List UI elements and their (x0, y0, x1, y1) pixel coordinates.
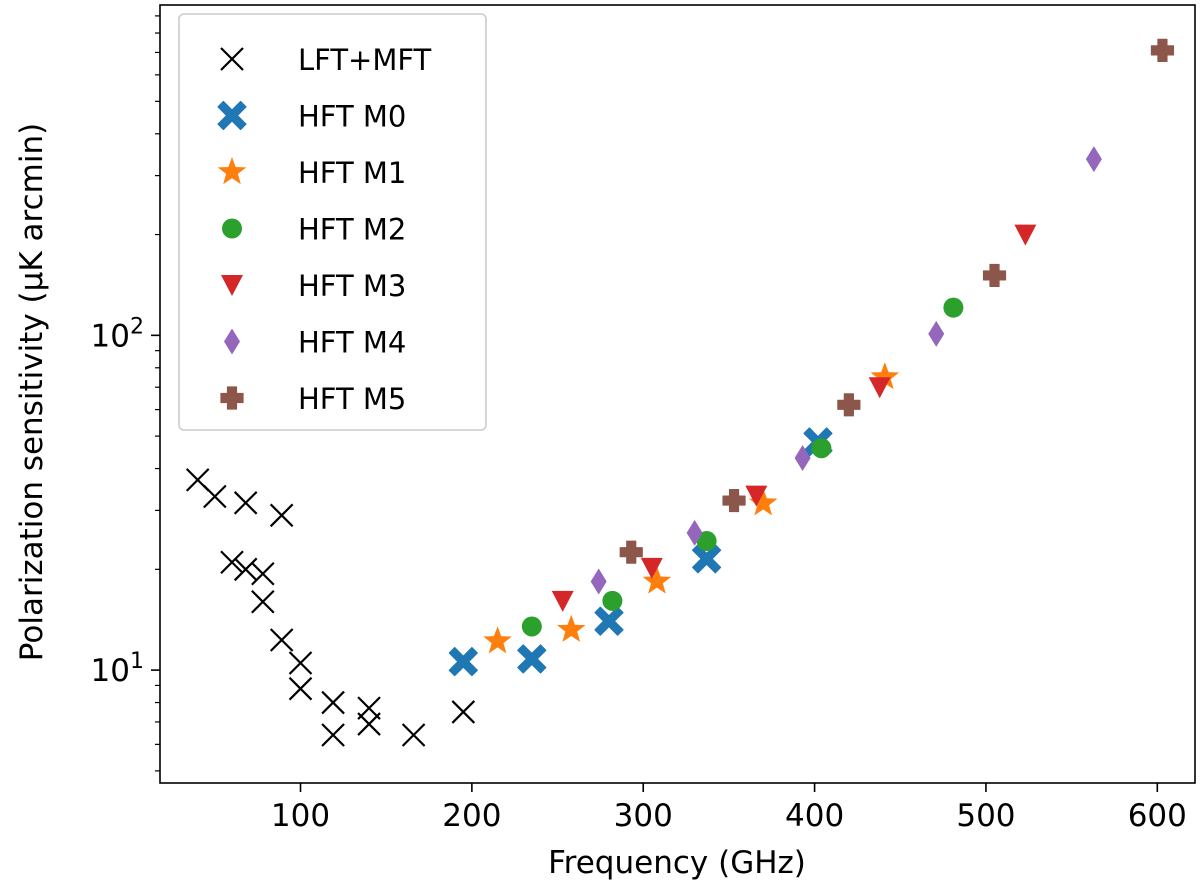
legend-label-hft-m3: HFT M3 (298, 269, 406, 303)
data-point-hft-m3 (1014, 224, 1037, 246)
x-tick-label: 100 (271, 798, 330, 834)
legend-marker-hft-m5 (220, 386, 244, 410)
data-point-hft-m0 (594, 606, 624, 636)
data-point-hft-m5 (837, 393, 861, 417)
plot-area (185, 38, 1175, 747)
x-axis-label: Frequency (GHz) (548, 845, 806, 881)
data-point-hft-m3 (551, 590, 574, 612)
data-point-hft-m5 (619, 540, 643, 564)
data-point-hft-m2 (602, 590, 623, 611)
data-point-lft-mft (269, 628, 294, 652)
data-point-lft-mft (251, 589, 275, 614)
data-point-lft-mft (401, 723, 426, 747)
legend-marker-hft-m3 (221, 275, 243, 296)
legend-box (178, 13, 487, 431)
legend-label-hft-m1: HFT M1 (298, 156, 406, 190)
data-point-hft-m1 (870, 362, 900, 390)
data-point-hft-m4 (928, 320, 945, 347)
data-point-hft-m3 (868, 377, 891, 399)
series-hft-m5 (619, 38, 1175, 564)
data-point-lft-mft (321, 690, 345, 715)
legend: LFT+MFT HFT M0 HFT M1 HFT M2 HFT M3 HFT M4 HFT… (178, 13, 487, 431)
data-point-lft-mft (233, 491, 258, 515)
data-point-hft-m1 (748, 488, 778, 516)
legend-label-hft-m4: HFT M4 (298, 326, 406, 360)
plot-frame (159, 4, 1196, 784)
x-tick-label: 300 (614, 798, 673, 834)
series-lft-mft (185, 468, 476, 747)
x-tick-label: 400 (785, 798, 844, 834)
data-point-hft-m4 (1085, 146, 1102, 173)
x-tick-label: 500 (956, 798, 1015, 834)
data-point-lft-mft (251, 561, 275, 586)
data-point-lft-mft (288, 676, 313, 701)
data-point-hft-m3 (745, 485, 768, 507)
legend-marker-lft-mft (220, 47, 244, 71)
data-point-hft-m1 (642, 566, 672, 594)
legend-label-hft-m0: HFT M0 (298, 100, 406, 134)
data-point-lft-mft (451, 700, 476, 724)
data-point-hft-m3 (640, 557, 663, 579)
series-hft-m1 (483, 362, 900, 654)
data-point-lft-mft (357, 712, 381, 736)
data-point-hft-m2 (696, 531, 717, 552)
legend-label-hft-m2: HFT M2 (298, 213, 406, 247)
series-hft-m2 (521, 297, 964, 637)
data-point-hft-m5 (722, 488, 746, 513)
data-point-hft-m4 (590, 568, 607, 595)
legend-marker-hft-m0 (217, 100, 247, 131)
data-point-lft-mft (288, 651, 313, 675)
data-point-lft-mft (220, 550, 244, 575)
data-point-hft-m2 (521, 616, 542, 637)
x-tick-label: 600 (1128, 798, 1187, 834)
data-point-lft-mft (269, 503, 294, 528)
series-hft-m4 (590, 146, 1102, 595)
series-hft-m3 (551, 224, 1037, 612)
legend-marker-hft-m2 (222, 218, 242, 239)
data-point-lft-mft (321, 723, 345, 747)
data-point-lft-mft (203, 484, 227, 509)
data-point-hft-m1 (483, 626, 512, 654)
legend-label-hft-m5: HFT M5 (298, 382, 406, 416)
data-point-hft-m0 (448, 647, 478, 677)
data-point-hft-m4 (686, 519, 703, 546)
data-point-hft-m1 (556, 614, 586, 642)
data-point-hft-m0 (692, 544, 722, 574)
x-tick-label: 200 (442, 798, 501, 834)
data-point-hft-m4 (794, 445, 811, 472)
data-point-hft-m5 (1150, 38, 1175, 62)
x-axis: 100 200 300 400 500 600 (271, 783, 1187, 834)
data-point-hft-m0 (517, 644, 547, 674)
data-point-hft-m5 (982, 263, 1007, 288)
data-point-hft-m2 (943, 297, 964, 318)
y-axis: 101 102 (91, 15, 160, 772)
y-tick-label: 101 (91, 649, 144, 689)
y-axis-label: Polarization sensitivity (μK arcmin) (14, 123, 50, 661)
y-tick-label: 102 (91, 314, 144, 354)
data-point-lft-mft (233, 557, 258, 582)
legend-marker-hft-m1 (217, 157, 247, 185)
legend-marker-hft-m4 (224, 328, 240, 355)
data-point-hft-m2 (811, 438, 832, 459)
legend-label-lft-mft: LFT+MFT (298, 43, 432, 77)
